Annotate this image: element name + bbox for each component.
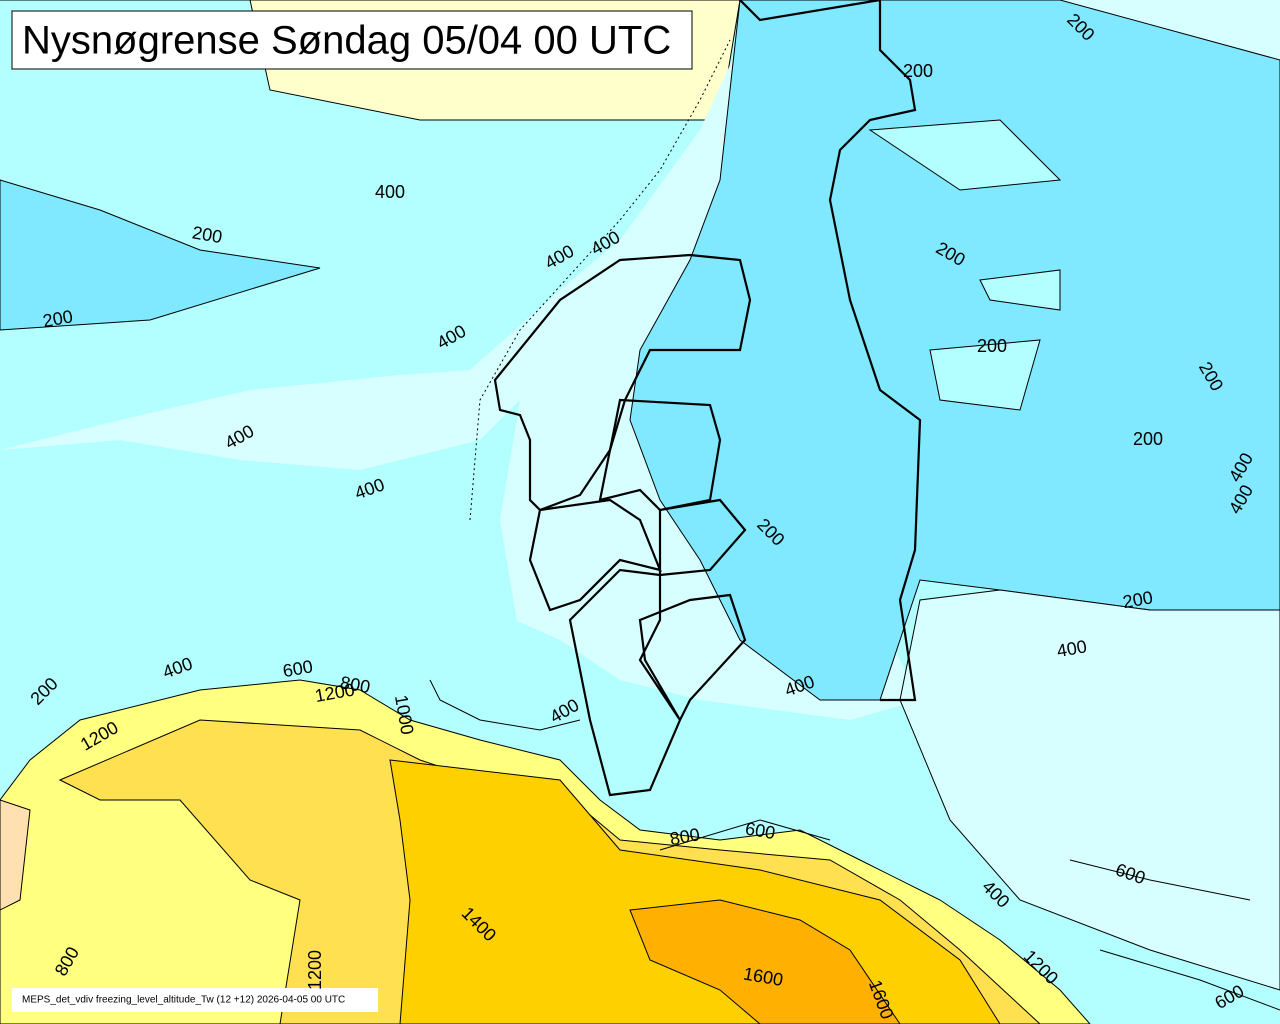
area-1600 bbox=[629, 899, 901, 1024]
contour-label: 1200 bbox=[305, 950, 325, 990]
contour-line bbox=[429, 679, 1280, 1011]
title-box bbox=[11, 10, 693, 70]
title: Nysnøgrense Søndag 05/04 00 UTC bbox=[22, 19, 671, 63]
area-200 bbox=[0, 179, 321, 331]
region-border bbox=[528, 398, 747, 797]
coast-limit bbox=[469, 39, 731, 521]
contour-label: 200 bbox=[903, 61, 933, 81]
area-sea bbox=[0, 400, 560, 700]
contour-label: 200 bbox=[977, 336, 1007, 356]
caption: MEPS_det_vdiv freezing_level_altitude_Tw… bbox=[22, 995, 345, 1006]
area-400-east bbox=[899, 589, 1280, 991]
area-200-hole bbox=[868, 119, 1062, 411]
country-border bbox=[739, 0, 922, 702]
caption-box bbox=[12, 988, 378, 1012]
region-border bbox=[493, 253, 752, 512]
area-edge bbox=[0, 799, 31, 911]
contour-label: 200 bbox=[1133, 429, 1163, 449]
contour-label: 400 bbox=[375, 182, 405, 202]
